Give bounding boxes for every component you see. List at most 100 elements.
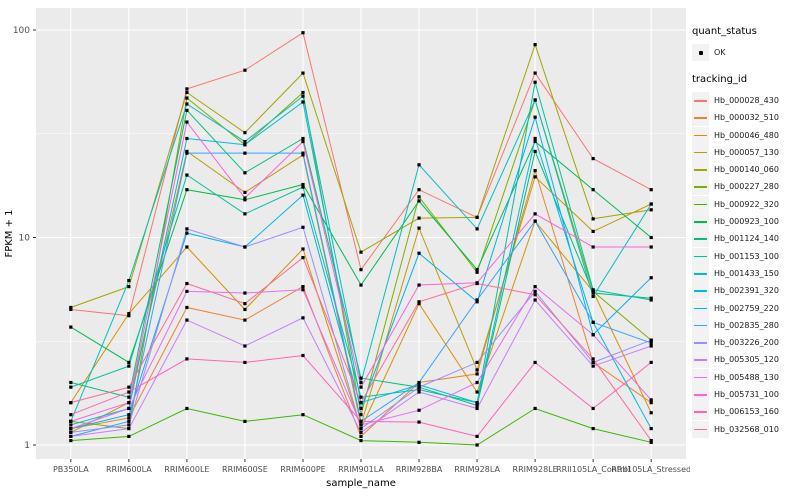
data-point	[417, 300, 421, 304]
data-point	[243, 245, 247, 249]
series-color-line-icon	[694, 186, 707, 189]
data-point	[243, 196, 247, 200]
data-point	[243, 360, 247, 365]
data-point	[475, 390, 479, 394]
data-point	[185, 87, 189, 91]
data-point	[127, 311, 131, 316]
legend-item: Hb_001124_140	[692, 230, 798, 248]
legend-item: Hb_005488_130	[692, 368, 798, 386]
legend-key-swatch	[692, 109, 709, 127]
data-point	[475, 401, 479, 405]
data-point	[243, 419, 247, 423]
legend-item: Hb_002759_220	[692, 299, 798, 317]
legend-item-label: Hb_001433_150	[714, 268, 779, 278]
data-point	[301, 316, 305, 320]
data-point	[475, 434, 479, 439]
data-point	[185, 149, 189, 153]
data-point	[649, 188, 653, 192]
legend-item-label: Hb_000227_280	[714, 182, 779, 192]
data-point	[301, 185, 305, 189]
data-point	[127, 364, 131, 368]
data-point	[591, 357, 595, 361]
y-tick-label: 100	[13, 26, 30, 36]
data-point	[185, 231, 189, 235]
data-point	[591, 426, 595, 431]
data-point	[127, 419, 131, 423]
legend-item-label: Hb_000922_320	[714, 199, 779, 209]
data-point	[475, 403, 479, 408]
legend-key-swatch	[692, 386, 709, 404]
data-point	[591, 291, 595, 295]
legend-item-label: Hb_003226_200	[714, 338, 779, 348]
data-point	[533, 284, 537, 289]
data-point	[591, 289, 595, 293]
legend-key-swatch	[692, 247, 709, 265]
data-point	[243, 190, 247, 194]
data-point	[127, 360, 131, 365]
data-point	[475, 270, 479, 274]
data-point	[359, 434, 363, 439]
data-point	[185, 305, 189, 310]
data-point	[533, 360, 537, 365]
data-point	[243, 143, 247, 147]
legend-key-swatch	[692, 403, 709, 421]
data-point	[533, 115, 537, 119]
legend-key-swatch	[692, 282, 709, 300]
data-point	[417, 226, 421, 230]
legend-quant-status-block: quant_status OK	[692, 26, 798, 61]
data-point	[359, 283, 363, 287]
data-point	[533, 293, 537, 297]
data-point	[417, 440, 421, 444]
y-tick-label: 1	[24, 441, 30, 451]
legend-item-label: Hb_002759_220	[714, 303, 779, 313]
series-color-line-icon	[694, 151, 707, 154]
legend-key-swatch	[692, 92, 709, 109]
data-point	[591, 245, 595, 249]
data-point	[243, 291, 247, 295]
data-point	[649, 298, 653, 302]
data-point	[301, 413, 305, 417]
data-point	[69, 385, 73, 389]
data-point	[359, 401, 363, 405]
series-color-line-icon	[694, 221, 707, 223]
series-color-line-icon	[694, 359, 707, 362]
data-point	[359, 250, 363, 254]
data-point	[649, 401, 653, 405]
data-point	[301, 182, 305, 187]
legend-item: Hb_000028_430	[692, 92, 798, 109]
legend-item-label: Hb_001124_140	[714, 234, 779, 244]
data-point	[185, 289, 189, 293]
data-point	[359, 376, 363, 380]
data-point	[301, 31, 305, 35]
legend-key-swatch	[692, 230, 709, 248]
data-point	[301, 284, 305, 289]
x-tick-label: RRIM600LE	[164, 465, 209, 474]
legend-item-label: Hb_000923_100	[714, 217, 779, 227]
data-point	[533, 212, 537, 216]
legend-item-label: Hb_002835_280	[714, 320, 779, 330]
data-point	[243, 212, 247, 216]
series-color-line-icon	[694, 324, 707, 327]
data-point	[591, 157, 595, 161]
data-point	[649, 276, 653, 280]
plot-panel: 1 10 100 PB350LA RRIM600LA RRIM600LE RRIM600SE…	[4, 8, 690, 489]
legend-item: Hb_000227_280	[692, 178, 798, 196]
data-point	[359, 439, 363, 443]
data-point	[301, 256, 305, 260]
series-color-line-icon	[694, 203, 707, 206]
data-point	[417, 302, 421, 306]
data-point	[185, 120, 189, 124]
data-point	[243, 171, 247, 175]
data-point	[127, 413, 131, 417]
data-point	[127, 278, 131, 283]
data-point	[649, 341, 653, 345]
data-point	[533, 149, 537, 153]
data-point	[359, 385, 363, 389]
x-tick-label: RRII105LA_Stressed	[611, 465, 690, 474]
legend-tracking-items: Hb_000028_430 Hb_000032_510 Hb_000046_480 H…	[692, 92, 798, 438]
data-point	[243, 318, 247, 322]
x-tick-label: RRIM600SE	[222, 465, 268, 474]
data-point	[185, 173, 189, 177]
legend-item: Hb_001433_150	[692, 264, 798, 282]
